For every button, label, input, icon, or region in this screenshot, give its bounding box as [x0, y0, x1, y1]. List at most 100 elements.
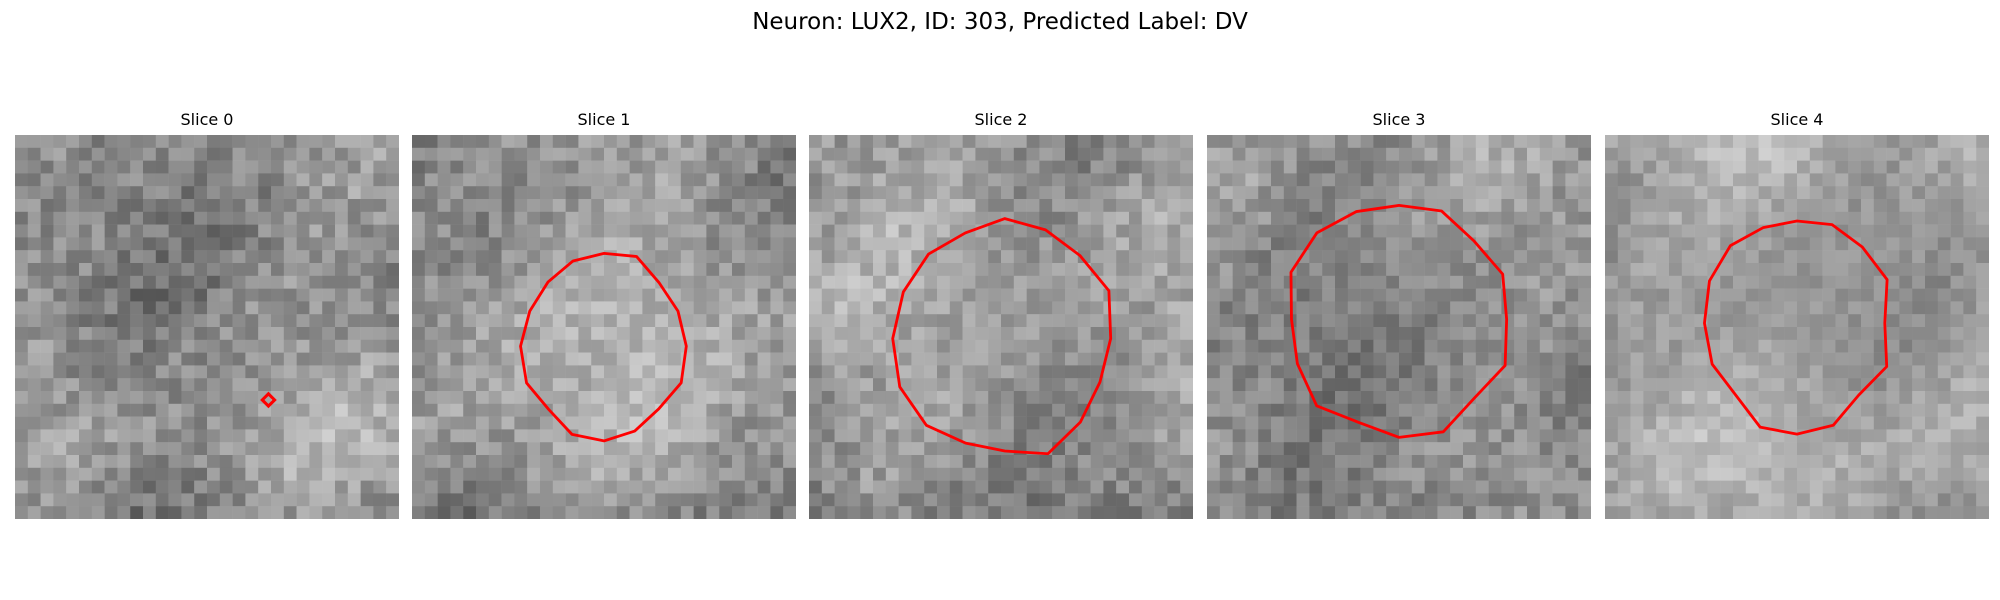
slice-0-pixel: [322, 237, 336, 251]
slice-2-pixel: [1090, 199, 1104, 213]
slice-3-pixel: [1271, 506, 1285, 519]
slice-4-pixel: [1745, 429, 1759, 443]
slice-2-pixel: [821, 250, 835, 264]
slice-0-pixel: [104, 250, 118, 264]
slice-0-pixel: [53, 186, 67, 200]
slice-3-pixel: [1322, 173, 1336, 187]
slice-4-pixel: [1681, 173, 1695, 187]
slice-2-pixel: [949, 288, 963, 302]
slice-1-pixel: [424, 391, 438, 405]
slice-2-pixel: [847, 403, 861, 417]
slice-0-pixel: [232, 135, 246, 149]
slice-4-pixel: [1822, 467, 1836, 481]
slice-1-pixel: [783, 352, 796, 366]
slice-4-pixel: [1630, 391, 1644, 405]
slice-3-pixel: [1283, 391, 1297, 405]
slice-1-pixel: [616, 173, 630, 187]
slice-4-pixel: [1899, 327, 1913, 341]
slice-3-pixel: [1539, 173, 1553, 187]
slice-1-pixel: [783, 199, 796, 213]
slice-0-pixel: [53, 506, 67, 519]
slice-1-pixel: [488, 378, 502, 392]
slice-1-pixel: [680, 416, 694, 430]
slice-2-pixel: [1141, 378, 1155, 392]
slice-0-pixel: [322, 327, 336, 341]
slice-2-pixel: [1180, 288, 1193, 302]
slice-4-pixel: [1720, 186, 1734, 200]
slice-3-pixel: [1360, 365, 1374, 379]
slice-1-pixel: [527, 416, 541, 430]
slice-4-pixel: [1861, 327, 1875, 341]
slice-4-pixel: [1797, 186, 1811, 200]
slice-0-pixel: [79, 506, 93, 519]
slice-0-pixel: [296, 275, 310, 289]
slice-1-pixel: [437, 365, 451, 379]
slice-3-pixel: [1488, 301, 1502, 315]
slice-4-pixel: [1861, 288, 1875, 302]
slice-0-pixel: [207, 135, 221, 149]
slice-0-pixel: [271, 135, 285, 149]
slice-4-pixel: [1963, 352, 1977, 366]
slice-0-pixel: [232, 365, 246, 379]
slice-3-pixel: [1309, 493, 1323, 507]
slice-2-pixel: [821, 455, 835, 469]
slice-2-pixel: [962, 314, 976, 328]
slice-2-pixel: [1039, 365, 1053, 379]
slice-2-pixel: [1026, 186, 1040, 200]
slice-4-pixel: [1822, 301, 1836, 315]
slice-3-pixel: [1399, 314, 1413, 328]
slice-2-pixel: [1026, 327, 1040, 341]
slice-3-pixel: [1565, 327, 1579, 341]
slice-1-pixel: [693, 135, 707, 149]
slice-3-pixel: [1271, 275, 1285, 289]
slice-0-pixel: [130, 365, 144, 379]
slice-1-pixel: [629, 506, 643, 519]
slice-2-pixel: [1154, 403, 1168, 417]
slice-4-pixel: [1976, 288, 1989, 302]
slice-0-pixel: [322, 186, 336, 200]
slice-2-pixel: [1116, 403, 1130, 417]
slice-1-pixel: [706, 391, 720, 405]
slice-3-pixel: [1565, 314, 1579, 328]
slice-0-pixel: [143, 352, 157, 366]
slice-4-pixel: [1963, 135, 1977, 149]
slice-4-pixel: [1950, 147, 1964, 161]
slice-2-pixel: [1154, 186, 1168, 200]
slice-1-pixel: [783, 442, 796, 456]
slice-0-pixel: [15, 301, 29, 315]
slice-2-pixel: [1039, 275, 1053, 289]
slice-0-pixel: [360, 403, 374, 417]
slice-2-pixel: [1167, 403, 1181, 417]
slice-2-pixel: [1013, 147, 1027, 161]
slice-2-pixel: [1116, 199, 1130, 213]
slice-1-pixel: [616, 506, 630, 519]
slice-0-pixel: [181, 147, 195, 161]
slice-3-pixel: [1296, 352, 1310, 366]
slice-4-pixel: [1605, 211, 1619, 225]
slice-3-pixel: [1437, 173, 1451, 187]
slice-1-pixel: [565, 211, 579, 225]
slice-2-pixel: [898, 314, 912, 328]
slice-4-pixel: [1681, 275, 1695, 289]
slice-4-pixel: [1771, 365, 1785, 379]
slice-3-pixel: [1578, 442, 1591, 456]
slice-0-pixel: [117, 160, 131, 174]
slice-1-pixel: [757, 160, 771, 174]
slice-4-pixel: [1835, 442, 1849, 456]
slice-3-pixel: [1399, 211, 1413, 225]
slice-3-pixel: [1527, 352, 1541, 366]
slice-1-pixel: [450, 135, 464, 149]
slice-0-pixel: [347, 301, 361, 315]
slice-3-pixel: [1309, 160, 1323, 174]
slice-3-pixel: [1463, 135, 1477, 149]
slice-1-pixel: [770, 173, 784, 187]
slice-3-pixel: [1527, 173, 1541, 187]
slice-0-pixel: [232, 224, 246, 238]
slice-2-pixel: [911, 275, 925, 289]
slice-0-pixel: [219, 467, 233, 481]
slice-1-pixel: [476, 160, 490, 174]
slice-4-pixel: [1669, 301, 1683, 315]
slice-4-pixel: [1720, 173, 1734, 187]
slice-0-pixel: [373, 493, 387, 507]
slice-4-pixel: [1937, 199, 1951, 213]
